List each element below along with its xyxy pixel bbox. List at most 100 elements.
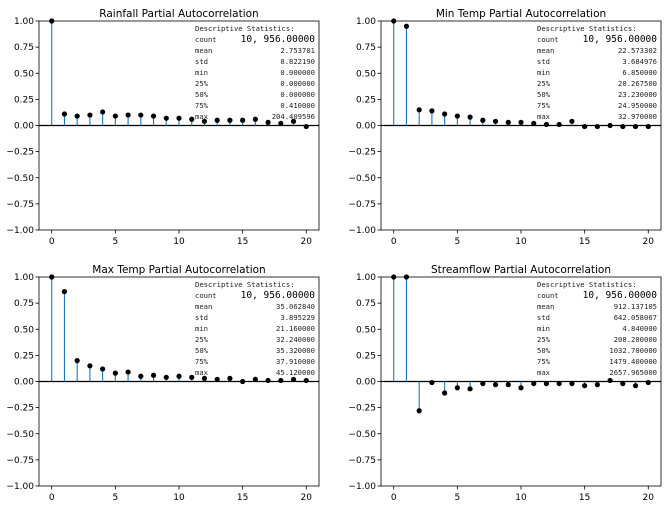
stem-marker [163,374,169,380]
stat-label: mean [195,46,212,55]
y-tick-label: 1.00 [356,17,376,27]
stem-marker [429,379,435,386]
x-tick-label: 15 [579,237,590,247]
stem-marker [61,289,68,295]
y-tick-label: 0.75 [14,299,34,309]
y-tick-label: −1.00 [6,226,34,236]
stem-marker [201,118,208,124]
y-tick-label: 1.00 [356,273,376,283]
y-tick-label: −0.50 [348,174,376,184]
x-tick-label: 0 [49,237,55,247]
stem-marker [594,382,600,388]
stat-value: 0.000000 [280,79,315,88]
stat-value: 0.000000 [280,68,315,77]
x-tick-label: 5 [112,493,118,503]
stat-value: 3.684976 [622,57,657,66]
y-tick-label: −0.50 [6,174,34,184]
x-tick-label: 10 [515,237,527,247]
x-tick-label: 5 [454,493,460,503]
x-tick-label: 0 [391,493,397,503]
stem-marker [505,382,511,388]
stat-value: 10, 956.00000 [241,34,316,45]
stat-label: 75% [195,357,209,366]
x-tick-label: 0 [391,237,397,247]
y-tick-label: −0.50 [348,430,376,440]
stem-marker [442,390,448,396]
stat-value: 37.910000 [276,357,315,366]
x-tick-label: 5 [454,237,460,247]
stat-label: std [195,57,208,66]
stem-marker [303,377,309,384]
stem-marker [163,115,169,121]
stem-marker [138,373,144,379]
stem-marker [492,382,499,388]
chart-streamflow: Streamflow Partial Autocorrelation 1.00 0.… [348,264,662,503]
stat-value: 208.200000 [614,335,657,344]
x-tick-label: 10 [173,237,185,247]
stat-value: 35.062840 [276,302,315,311]
y-tick-label: 0.75 [356,299,376,309]
stat-value: 35.320000 [276,346,315,355]
stem-marker [201,375,208,381]
stat-label: 25% [537,335,551,344]
stem-marker [492,118,499,124]
stat-value: 10, 956.00000 [583,290,658,301]
y-tick-label: −1.00 [6,482,34,492]
stat-value: 2657.965000 [609,368,657,377]
stem-marker [227,117,233,123]
stem-marker [505,119,511,125]
stem-marker [454,113,460,119]
stem-marker [556,121,562,128]
stem-marker [176,373,182,379]
y-tick-label: 0.00 [356,378,376,388]
stat-label: count [195,35,217,44]
chart-title: Rainfall Partial Autocorrelation [99,8,258,20]
stem-marker [569,380,575,387]
stem-marker [518,119,524,125]
stem-marker [189,374,195,380]
stem-marker [620,123,626,130]
stem-marker [569,118,575,124]
stat-label: mean [537,302,554,311]
y-tick-label: 0.00 [356,122,376,132]
stat-value: 21.160000 [276,324,315,333]
stem-marker [543,380,550,387]
stem-marker [252,376,258,383]
chart-title: Streamflow Partial Autocorrelation [431,264,611,276]
stem-marker [278,377,284,384]
stat-label: 25% [537,79,551,88]
stem-marker [227,375,233,381]
chart-title: Max Temp Partial Autocorrelation [92,264,265,276]
y-tick-label: 0.00 [14,122,34,132]
stem-marker [100,366,106,372]
stat-label: count [195,291,217,300]
stem-marker [240,378,246,385]
stat-label: 50% [537,90,551,99]
stem-marker [290,376,297,383]
y-tick-label: −0.75 [6,456,34,466]
stat-value: 23.230000 [618,90,657,99]
y-tick-label: 0.25 [14,351,34,361]
stem-marker [607,377,613,384]
stat-value: 3.895229 [280,313,315,322]
y-tick-label: −1.00 [348,482,376,492]
stat-value: 10, 956.00000 [583,34,658,45]
y-tick-label: 0.50 [356,69,376,79]
stem-marker [303,123,309,130]
stat-label: mean [195,302,212,311]
stem-marker [403,274,410,280]
stat-value: 20.267500 [618,79,657,88]
y-tick-label: −0.50 [6,430,34,440]
stem-marker [594,123,600,130]
stem-marker [467,386,473,392]
stem-marker [150,113,157,119]
stat-label: 50% [195,90,209,99]
x-tick-label: 15 [237,237,248,247]
y-tick-label: 0.50 [14,69,34,79]
x-tick-label: 10 [515,493,527,503]
stat-label: 25% [195,335,209,344]
y-tick-label: −0.25 [6,404,34,414]
stem-marker [582,123,588,130]
stem-marker [518,385,524,391]
